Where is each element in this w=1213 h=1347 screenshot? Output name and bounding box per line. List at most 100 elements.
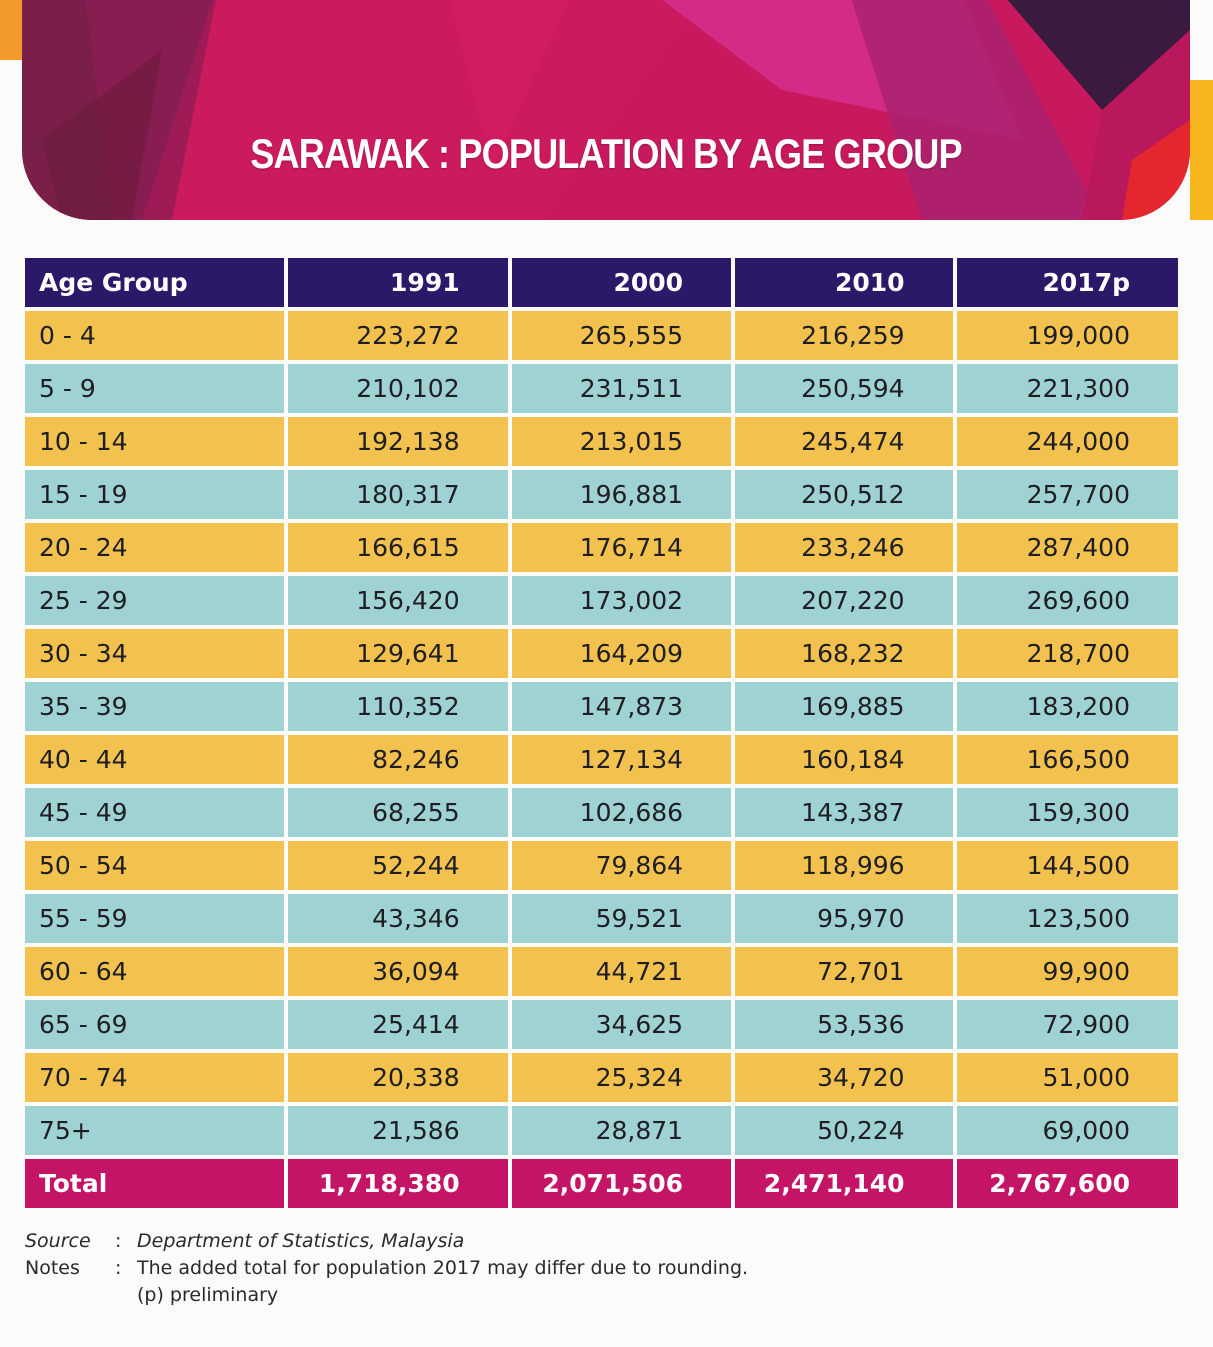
age-group-cell: 75+ — [25, 1106, 285, 1155]
population-cell-1991: 68,255 — [288, 788, 508, 837]
population-cell-2010: 216,259 — [735, 311, 953, 360]
population-cell-1991: 192,138 — [288, 417, 508, 466]
population-cell-1991: 210,102 — [288, 364, 508, 413]
population-cell-2000: 25,324 — [511, 1053, 732, 1102]
population-cell-2017p: 166,500 — [956, 735, 1178, 784]
population-cell-2010: 53,536 — [735, 1000, 953, 1049]
population-cell-2017p: 159,300 — [956, 788, 1178, 837]
population-cell-1991: 166,615 — [288, 523, 508, 572]
population-cell-2010: 118,996 — [735, 841, 953, 890]
age-group-cell: 0 - 4 — [25, 311, 285, 360]
population-cell-2017p: 269,600 — [956, 576, 1178, 625]
population-cell-2000: 213,015 — [511, 417, 732, 466]
source-line: Source: Department of Statistics, Malaysi… — [25, 1228, 748, 1255]
population-cell-1991: 110,352 — [288, 682, 508, 731]
population-cell-2000: 147,873 — [511, 682, 732, 731]
notes-text: The added total for population 2017 may … — [137, 1257, 749, 1279]
population-cell-2000: 164,209 — [511, 629, 732, 678]
notes-preliminary: (p) preliminary — [137, 1284, 279, 1306]
population-cell-2010: 250,512 — [735, 470, 953, 519]
population-cell-1991: 129,641 — [288, 629, 508, 678]
population-cell-2010: 34,720 — [735, 1053, 953, 1102]
header-2010: 2010 — [735, 258, 953, 307]
total-2017p: 2,767,600 — [956, 1159, 1178, 1208]
population-cell-1991: 82,246 — [288, 735, 508, 784]
population-cell-2000: 231,511 — [511, 364, 732, 413]
decorative-edge-right — [1190, 80, 1213, 220]
population-cell-2017p: 257,700 — [956, 470, 1178, 519]
population-cell-2017p: 287,400 — [956, 523, 1178, 572]
total-row: Total 1,718,380 2,071,506 2,471,140 2,76… — [25, 1159, 1178, 1208]
population-cell-2010: 160,184 — [735, 735, 953, 784]
population-cell-1991: 52,244 — [288, 841, 508, 890]
population-cell-2017p: 69,000 — [956, 1106, 1178, 1155]
table-row: 30 - 34 129,641 164,209 168,232 218,700 — [25, 629, 1178, 678]
population-cell-2000: 44,721 — [511, 947, 732, 996]
population-cell-2010: 250,594 — [735, 364, 953, 413]
age-group-cell: 45 - 49 — [25, 788, 285, 837]
table-row: 45 - 49 68,255 102,686 143,387 159,300 — [25, 788, 1178, 837]
age-group-cell: 5 - 9 — [25, 364, 285, 413]
population-cell-1991: 156,420 — [288, 576, 508, 625]
population-cell-1991: 180,317 — [288, 470, 508, 519]
population-cell-2000: 265,555 — [511, 311, 732, 360]
population-cell-1991: 223,272 — [288, 311, 508, 360]
notes-label: Notes — [25, 1257, 80, 1279]
age-group-cell: 70 - 74 — [25, 1053, 285, 1102]
population-table: Age Group 1991 2000 2010 2017p 0 - 4 223,… — [21, 254, 1182, 1212]
age-group-cell: 10 - 14 — [25, 417, 285, 466]
population-cell-2000: 28,871 — [511, 1106, 732, 1155]
age-group-cell: 15 - 19 — [25, 470, 285, 519]
population-cell-2010: 143,387 — [735, 788, 953, 837]
population-cell-2000: 173,002 — [511, 576, 732, 625]
page-title: SARAWAK : POPULATION BY AGE GROUP — [250, 130, 962, 177]
source-text: Department of Statistics, Malaysia — [137, 1230, 465, 1252]
population-cell-2017p: 123,500 — [956, 894, 1178, 943]
footnotes: Source: Department of Statistics, Malaysi… — [25, 1228, 748, 1309]
age-group-cell: 35 - 39 — [25, 682, 285, 731]
population-cell-2000: 176,714 — [511, 523, 732, 572]
banner-pattern — [22, 0, 1190, 220]
population-cell-2010: 245,474 — [735, 417, 953, 466]
age-group-cell: 30 - 34 — [25, 629, 285, 678]
header-1991: 1991 — [288, 258, 508, 307]
table-row: 15 - 19 180,317 196,881 250,512 257,700 — [25, 470, 1178, 519]
age-group-cell: 20 - 24 — [25, 523, 285, 572]
population-cell-2010: 95,970 — [735, 894, 953, 943]
population-cell-2017p: 221,300 — [956, 364, 1178, 413]
table-row: 10 - 14 192,138 213,015 245,474 244,000 — [25, 417, 1178, 466]
age-group-cell: 25 - 29 — [25, 576, 285, 625]
age-group-cell: 40 - 44 — [25, 735, 285, 784]
notes-separator: : — [115, 1257, 122, 1279]
population-cell-2000: 79,864 — [511, 841, 732, 890]
age-group-cell: 55 - 59 — [25, 894, 285, 943]
population-cell-2010: 72,701 — [735, 947, 953, 996]
population-cell-2017p: 218,700 — [956, 629, 1178, 678]
population-cell-1991: 36,094 — [288, 947, 508, 996]
population-cell-2010: 169,885 — [735, 682, 953, 731]
population-cell-2017p: 99,900 — [956, 947, 1178, 996]
age-group-cell: 60 - 64 — [25, 947, 285, 996]
table-row: 25 - 29 156,420 173,002 207,220 269,600 — [25, 576, 1178, 625]
population-cell-2017p: 144,500 — [956, 841, 1178, 890]
population-cell-1991: 20,338 — [288, 1053, 508, 1102]
table-row: 50 - 54 52,244 79,864 118,996 144,500 — [25, 841, 1178, 890]
population-cell-2000: 102,686 — [511, 788, 732, 837]
age-group-cell: 65 - 69 — [25, 1000, 285, 1049]
total-2010: 2,471,140 — [735, 1159, 953, 1208]
population-cell-2010: 233,246 — [735, 523, 953, 572]
title-banner: SARAWAK : POPULATION BY AGE GROUP — [22, 0, 1190, 220]
population-cell-2000: 196,881 — [511, 470, 732, 519]
population-cell-2017p: 244,000 — [956, 417, 1178, 466]
table-row: 65 - 69 25,414 34,625 53,536 72,900 — [25, 1000, 1178, 1049]
table-row: 55 - 59 43,346 59,521 95,970 123,500 — [25, 894, 1178, 943]
population-cell-2000: 59,521 — [511, 894, 732, 943]
table-row: 70 - 74 20,338 25,324 34,720 51,000 — [25, 1053, 1178, 1102]
population-cell-2017p: 72,900 — [956, 1000, 1178, 1049]
total-2000: 2,071,506 — [511, 1159, 732, 1208]
population-cell-2000: 127,134 — [511, 735, 732, 784]
total-label: Total — [25, 1159, 285, 1208]
header-2000: 2000 — [511, 258, 732, 307]
source-separator: : — [115, 1230, 122, 1252]
table-header-row: Age Group 1991 2000 2010 2017p — [25, 258, 1178, 307]
